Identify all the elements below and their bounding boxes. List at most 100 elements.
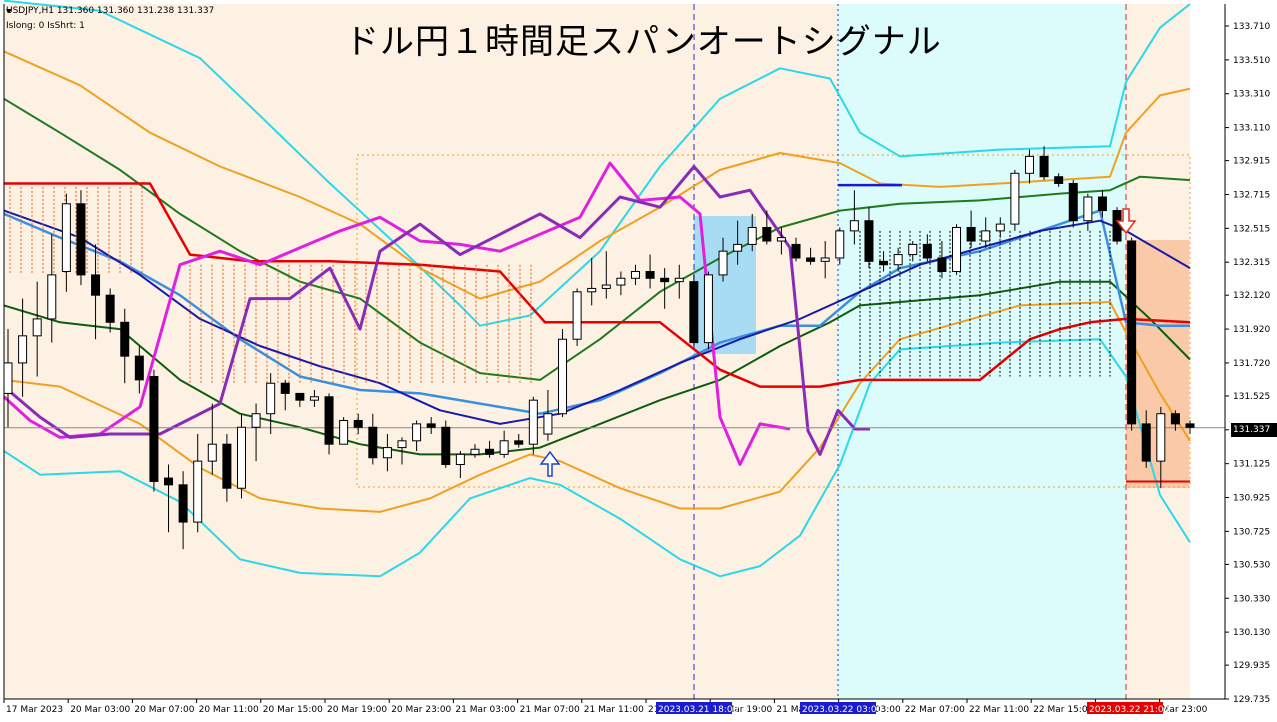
time-marker-label: 2023.03.21 18:00: [658, 705, 739, 715]
candle-bull: [616, 277, 626, 286]
candle-bull: [718, 250, 728, 276]
current-price-tag: 131.337: [1231, 423, 1277, 437]
price-tick-label: 130.925: [1233, 494, 1270, 504]
candle-bull: [995, 223, 1005, 232]
upper-band-2: [3, 0, 1191, 327]
candle-bull: [18, 335, 28, 364]
time-tick-label: 20 Mar 07:00: [134, 705, 194, 715]
time-tick-label: 21 Mar 03:00: [455, 705, 515, 715]
candle-bull: [470, 448, 480, 455]
candle-bull: [1024, 155, 1034, 174]
price-tick-label: 133.110: [1233, 124, 1270, 134]
candle-bull: [1156, 413, 1166, 462]
future-area: [1190, 4, 1225, 699]
candle-bull: [572, 291, 582, 340]
candle-bear: [864, 220, 874, 262]
price-tick-label: 133.510: [1233, 56, 1270, 66]
time-tick-label: 21 Mar 11:00: [584, 705, 644, 715]
candle-bull: [674, 277, 684, 283]
price-tick-label: 132.715: [1233, 190, 1270, 200]
candle-bull: [339, 419, 349, 445]
candle-bull: [397, 440, 407, 449]
candle-bear: [178, 484, 188, 523]
time-tick-label: 20 Mar 11:00: [199, 705, 259, 715]
candle-bull: [32, 318, 42, 337]
candle-bear: [1054, 176, 1064, 184]
price-tick-label: 132.915: [1233, 157, 1270, 167]
candle-bear: [689, 281, 699, 344]
candle-bear: [966, 226, 976, 242]
price-tick-label: 133.710: [1233, 22, 1270, 32]
candle-bear: [76, 203, 86, 276]
dropdown-icon: [6, 9, 12, 13]
candle-bull: [1083, 196, 1093, 222]
oscillator-fast: [2, 161, 791, 466]
candle-bull: [251, 413, 261, 428]
time-marker-box: [1087, 702, 1163, 714]
candle-bear: [280, 382, 290, 394]
price-tick-label: 130.530: [1233, 560, 1270, 570]
price-tick-label: 132.315: [1233, 258, 1270, 268]
time-tick-label: 17 Mar 2023: [6, 705, 63, 715]
time-tick-label: 22 Mar 15:00: [1033, 705, 1093, 715]
time-tick-label: 20 Mar 03:00: [70, 705, 130, 715]
candle-bull: [309, 396, 319, 401]
candle-bull: [499, 440, 509, 455]
oscillator-slow: [3, 165, 870, 456]
candle-bear: [368, 426, 378, 459]
candle-bear: [120, 321, 130, 357]
candle-bull: [207, 443, 217, 462]
price-tick-label: 129.735: [1233, 695, 1270, 705]
time-marker-label: 2023.03.22 03:00: [802, 705, 883, 715]
candle-bear: [660, 277, 670, 283]
candle-bull: [236, 426, 246, 489]
candle-bull: [558, 338, 568, 415]
candle-bear: [645, 271, 655, 279]
candle-bull: [193, 460, 203, 523]
sell-arrow-icon: [1115, 208, 1137, 235]
price-tick-label: 130.330: [1233, 594, 1270, 604]
candle-bull: [849, 220, 859, 232]
candle-bear: [514, 440, 524, 445]
price-tick-label: 131.920: [1233, 325, 1270, 335]
upper-green-line: [3, 97, 1191, 381]
price-tick-label: 130.130: [1233, 628, 1270, 638]
candle-bear: [353, 419, 363, 428]
candle-bull: [587, 287, 597, 293]
candle-bear: [1185, 423, 1195, 428]
candle-bull: [382, 447, 392, 459]
candle-bull: [908, 243, 918, 256]
candle-bull: [776, 237, 786, 242]
candle-bear: [164, 477, 174, 486]
time-marker-label: 2023.03.22 21:00: [1089, 705, 1170, 715]
time-tick-label: 20 Mar 15:00: [263, 705, 323, 715]
candle-bear: [937, 257, 947, 273]
candle-bull: [455, 453, 465, 466]
candle-bull: [630, 271, 640, 279]
candle-bear: [149, 375, 159, 482]
candle-bear: [1127, 240, 1137, 425]
time-tick-label: 22 Mar 11:00: [969, 705, 1029, 715]
candle-bull: [893, 254, 903, 266]
candle-bull: [952, 226, 962, 273]
candle-bear: [1068, 182, 1078, 222]
time-marker-box: [800, 702, 876, 714]
candle-bear: [295, 392, 305, 401]
candle-bear: [105, 294, 115, 323]
price-tick-label: 132.120: [1233, 291, 1270, 301]
price-tick-label: 133.310: [1233, 90, 1270, 100]
candle-bear: [1141, 423, 1151, 462]
time-marker-box: [656, 702, 732, 714]
candle-bull: [703, 274, 713, 344]
candle-bull: [981, 230, 991, 242]
price-tick-label: 132.515: [1233, 224, 1270, 234]
candles-group: [3, 146, 1195, 550]
candle-bear: [1097, 196, 1107, 212]
candle-bear: [426, 423, 436, 428]
indicator-status: Islong: 0 IsShrt: 1: [6, 21, 85, 31]
cyan-shade-region: [838, 4, 1126, 699]
lower-band-1: [3, 301, 1191, 513]
time-tick-label: Mar 23:00: [1162, 705, 1208, 715]
